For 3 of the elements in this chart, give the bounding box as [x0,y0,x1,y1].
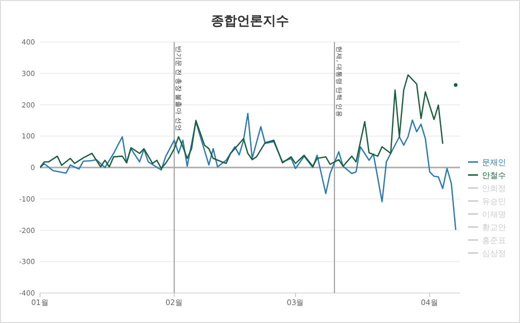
legend-label: 안철수 [482,171,506,180]
legend-label: 문재인 [482,158,506,167]
chart-title: 종합언론지수 [211,14,289,29]
